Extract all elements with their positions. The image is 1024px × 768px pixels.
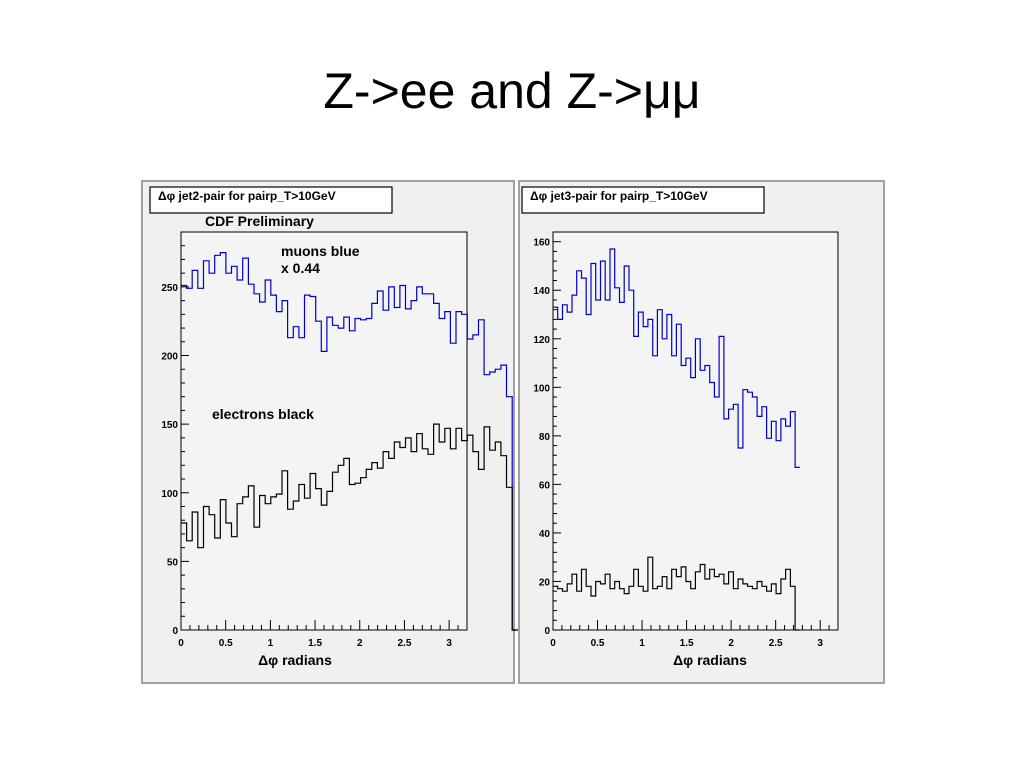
left-annotation-scale: x 0.44 (281, 260, 320, 276)
slide-title: Z->ee and Z->μμ (323, 63, 701, 119)
left-annotation-muons: muons blue (281, 243, 360, 259)
right-chart-panel: Δφ jet3-pair for pairp_T>10GeV 020406080… (518, 180, 885, 684)
right-y-tick-label: 140 (533, 286, 550, 297)
left-y-tick-label: 200 (161, 352, 178, 363)
right-y-tick-label: 40 (539, 529, 551, 540)
left-x-tick-label: 1.5 (308, 638, 322, 649)
right-x-tick-label: 2 (728, 638, 734, 649)
left-chart-subtitle: CDF Preliminary (205, 213, 314, 229)
left-y-tick-label: 100 (161, 489, 178, 500)
left-annotation-electrons: electrons black (212, 406, 314, 422)
right-chart-title: Δφ jet3-pair for pairp_T>10GeV (530, 189, 708, 203)
right-y-tick-label: 0 (544, 626, 550, 637)
right-y-tick-label: 80 (539, 432, 551, 443)
left-series-electrons-line (181, 423, 518, 631)
right-y-tick-label: 160 (533, 238, 550, 249)
left-chart-title: Δφ jet2-pair for pairp_T>10GeV (158, 189, 336, 203)
right-x-tick-label: 0.5 (591, 638, 605, 649)
left-y-tick-label: 0 (172, 626, 178, 637)
left-x-tick-label: 1 (268, 638, 274, 649)
left-chart-title-box (149, 186, 393, 214)
left-y-tick-label: 150 (161, 420, 178, 431)
left-x-tick-label: 2 (357, 638, 363, 649)
left-x-axis-label: Δφ radians (258, 652, 332, 668)
right-x-tick-label: 1 (639, 638, 645, 649)
right-x-tick-label: 1.5 (680, 638, 694, 649)
left-x-tick-label: 3 (446, 638, 452, 649)
left-series-muons-line (181, 252, 518, 631)
left-plot-area (180, 231, 468, 631)
right-x-axis-label: Δφ radians (673, 652, 747, 668)
left-x-tick-label: 0.5 (219, 638, 233, 649)
left-y-tick-label: 250 (161, 283, 178, 294)
right-y-tick-label: 100 (533, 383, 550, 394)
right-y-tick-label: 20 (539, 577, 551, 588)
left-x-tick-label: 0 (178, 638, 184, 649)
right-series-electrons-line (553, 556, 800, 631)
left-chart-panel: Δφ jet2-pair for pairp_T>10GeV CDF Preli… (141, 180, 518, 684)
right-x-tick-label: 3 (817, 638, 823, 649)
right-x-tick-label: 2.5 (769, 638, 783, 649)
right-series-muons-line (553, 248, 800, 468)
right-chart-title-box (521, 186, 765, 214)
right-y-tick-label: 120 (533, 335, 550, 346)
left-y-tick-label: 50 (167, 557, 179, 568)
right-x-tick-label: 0 (550, 638, 556, 649)
left-x-tick-label: 2.5 (397, 638, 411, 649)
right-y-tick-label: 60 (539, 480, 551, 491)
